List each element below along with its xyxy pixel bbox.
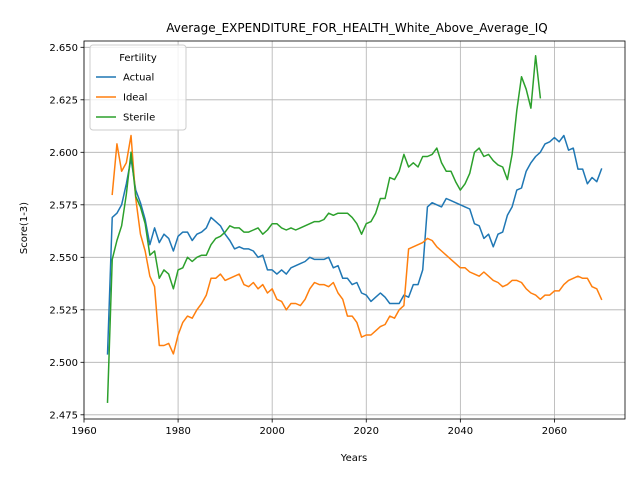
x-tick-label: 2040 [448,426,473,437]
plot-frame [83,40,626,420]
legend: Fertility Actual Ideal Sterile [89,44,187,131]
series-line-actual [106,134,603,355]
y-tick-label: 2.650 [49,43,78,54]
legend-title: Fertility [119,53,157,64]
x-axis: 1960 1980 2000 2020 2040 2060 [71,419,567,437]
series-lines [106,54,603,403]
y-tick-label: 2.525 [49,305,78,316]
gridlines [83,41,625,419]
y-axis: 2.475 2.500 2.525 2.550 2.575 2.600 2.625 2.650 [49,43,84,421]
x-tick-label: 2020 [354,426,379,437]
legend-label-sterile: Sterile [123,113,155,124]
legend-label-actual: Actual [123,73,154,84]
y-tick-label: 2.625 [49,95,78,106]
series-line-sterile [106,54,542,403]
x-tick-label: 1960 [71,426,96,437]
chart-title: Average_EXPENDITURE_FOR_HEALTH_White_Abo… [166,21,547,35]
x-tick-label: 1980 [165,426,190,437]
y-axis-label: Score(1-3) [19,202,30,254]
y-tick-label: 2.500 [49,358,78,369]
y-tick-label: 2.550 [49,253,78,264]
x-tick-label: 2000 [259,426,284,437]
y-tick-label: 2.600 [49,148,78,159]
y-tick-label: 2.475 [49,410,78,421]
x-axis-label: Years [340,453,367,464]
legend-label-ideal: Ideal [123,93,147,104]
legend-box [89,44,187,131]
series-line-ideal [111,134,603,355]
x-tick-label: 2060 [542,426,567,437]
y-tick-label: 2.575 [49,200,78,211]
